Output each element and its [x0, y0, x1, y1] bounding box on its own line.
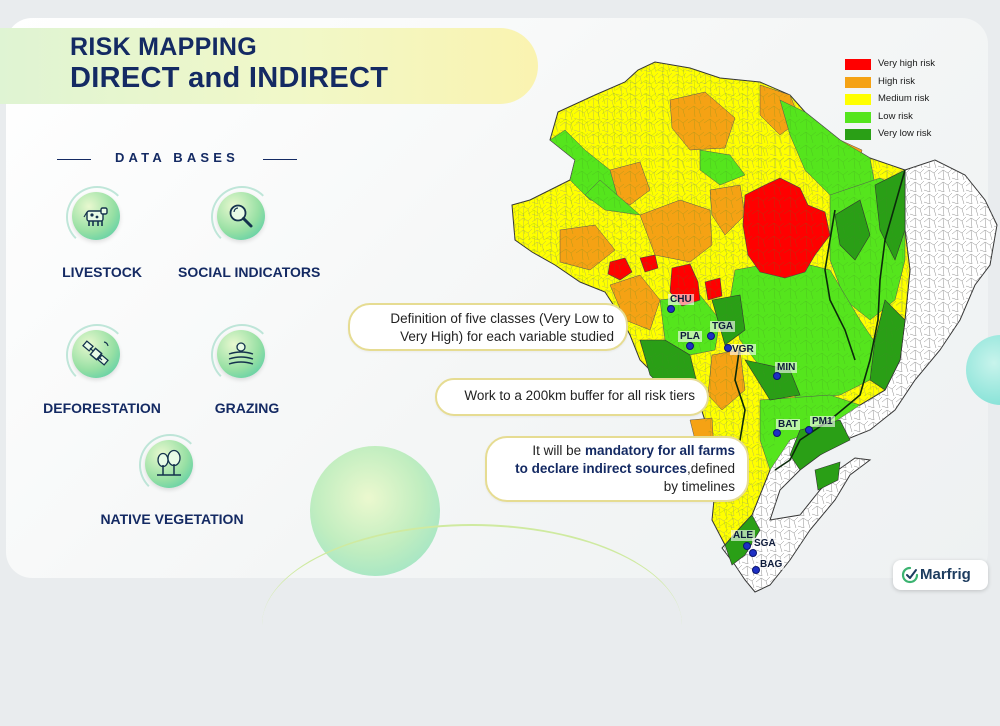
city-dot-bag	[752, 566, 760, 574]
legend-swatch-medium	[845, 94, 871, 105]
satellite-icon	[66, 324, 128, 386]
mandatory-line1-plain: It will be	[532, 443, 585, 458]
mandatory-line2-plain: ,defined	[686, 461, 735, 476]
city-label-sga: SGA	[752, 538, 778, 549]
legend-swatch-very-high	[845, 59, 871, 70]
legend-label-very-low: Very low risk	[878, 128, 932, 139]
city-dot-vgr	[724, 344, 732, 352]
municipality-grid	[512, 62, 910, 545]
cow-icon	[66, 186, 128, 248]
field-icon	[211, 324, 273, 386]
marfrig-logo-icon	[901, 566, 919, 584]
page-title-line2: DIRECT and INDIRECT	[70, 62, 389, 94]
city-label-min: MIN	[775, 362, 798, 373]
city-label-bag: BAG	[758, 559, 785, 570]
legend-item-low: Low risk	[845, 110, 955, 128]
decorative-arc	[262, 524, 682, 726]
title-banner	[0, 28, 538, 104]
city-dot-tga	[707, 332, 715, 340]
city-dot-pm1	[805, 426, 813, 434]
legend-swatch-low	[845, 111, 871, 123]
city-dot-bat	[773, 429, 781, 437]
legend-item-very-high: Very high risk	[845, 57, 955, 75]
city-dot-min	[773, 372, 781, 380]
deforestation-label: DEFORESTATION	[43, 400, 161, 416]
city-label-tga: TGA	[710, 321, 736, 332]
legend-swatch-very-low	[845, 129, 871, 140]
brand-name: Marfrig	[920, 566, 971, 583]
classes-callout-line2: Very High) for each variable studied	[400, 329, 614, 344]
city-dot-chu	[667, 305, 675, 313]
legend-item-medium: Medium risk	[845, 92, 955, 110]
city-dot-pla	[686, 342, 694, 350]
city-label-bat: BAT	[776, 419, 800, 430]
legend-item-high: High risk	[845, 75, 955, 93]
marfrig-logo: Marfrig	[893, 560, 988, 590]
social-indicators-label: SOCIAL INDICATORS	[178, 264, 321, 280]
city-label-ale: ALE	[731, 530, 755, 541]
trees-icon	[139, 434, 201, 496]
data-bases-heading: DATA BASES	[57, 150, 297, 168]
data-bases-title: DATA BASES	[114, 150, 240, 165]
heading-rule-right	[263, 159, 297, 160]
legend-label-low: Low risk	[878, 110, 913, 122]
grazing-label: GRAZING	[214, 400, 280, 416]
buffer-callout-text: Work to a 200km buffer for all risk tier…	[464, 388, 695, 403]
mandatory-callout: It will be mandatory for all farms to de…	[485, 436, 749, 502]
legend-item-very-low: Very low risk	[845, 127, 955, 145]
legend-label-medium: Medium risk	[878, 93, 930, 104]
magnifier-icon	[211, 186, 273, 248]
mandatory-line2-bold: to declare indirect sources	[515, 461, 687, 476]
city-label-chu: CHU	[668, 294, 694, 305]
risk-legend: Very high risk High risk Medium risk Low…	[845, 57, 955, 145]
livestock-label: LIVESTOCK	[62, 264, 142, 280]
page-title-line1: RISK MAPPING	[70, 33, 257, 61]
legend-swatch-high	[845, 76, 871, 88]
native-vegetation-label: NATIVE VEGETATION	[100, 511, 244, 527]
brazil-risk-map	[511, 61, 998, 593]
classes-callout-line1: Definition of five classes (Very Low to	[390, 311, 614, 326]
city-label-vgr: VGR	[730, 344, 756, 355]
buffer-callout: Work to a 200km buffer for all risk tier…	[435, 378, 709, 416]
legend-label-very-high: Very high risk	[878, 58, 936, 69]
city-dot-ale	[743, 542, 751, 550]
city-label-pla: PLA	[678, 331, 702, 342]
city-dot-sga	[749, 549, 757, 557]
mandatory-line3: by timelines	[663, 479, 735, 494]
city-label-pm1: PM1	[810, 416, 835, 427]
legend-label-high: High risk	[878, 75, 915, 87]
heading-rule-left	[57, 159, 91, 160]
mandatory-line1-bold: mandatory for all farms	[584, 443, 735, 458]
classes-callout: Definition of five classes (Very Low to …	[348, 303, 628, 351]
